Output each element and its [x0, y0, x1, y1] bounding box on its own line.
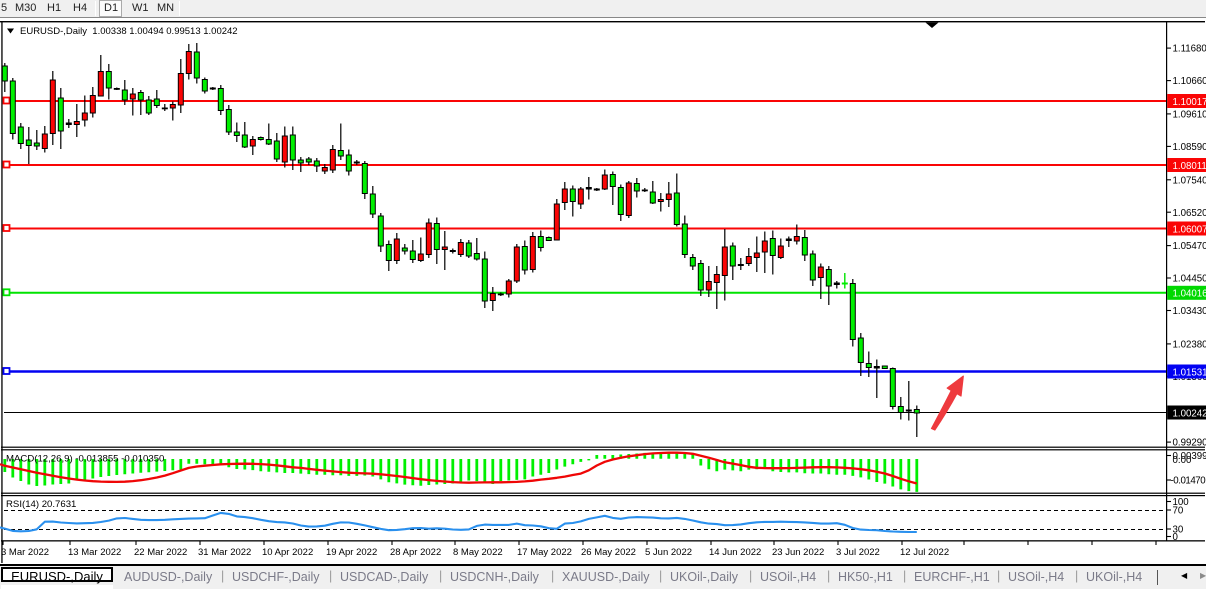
svg-text:0.99290: 0.99290: [1173, 438, 1206, 449]
svg-text:23 Jun 2022: 23 Jun 2022: [772, 547, 824, 558]
svg-text:70: 70: [1173, 506, 1184, 517]
svg-text:14 Jun 2022: 14 Jun 2022: [709, 547, 761, 558]
svg-text:1.10660: 1.10660: [1173, 76, 1206, 87]
svg-text:1.09610: 1.09610: [1173, 110, 1206, 121]
svg-text:5 Jun 2022: 5 Jun 2022: [645, 547, 692, 558]
svg-text:1.02380: 1.02380: [1173, 340, 1206, 351]
svg-text:10 Apr 2022: 10 Apr 2022: [262, 547, 313, 558]
svg-text:1.04450: 1.04450: [1173, 274, 1206, 285]
svg-text:1.06007: 1.06007: [1173, 224, 1206, 235]
svg-text:26 May 2022: 26 May 2022: [581, 547, 636, 558]
svg-text:1.08590: 1.08590: [1173, 142, 1206, 153]
svg-text:1.10017: 1.10017: [1173, 97, 1206, 108]
svg-text:19 Apr 2022: 19 Apr 2022: [326, 547, 377, 558]
svg-text:MACD(12,26,9) -0.013855 -0.010: MACD(12,26,9) -0.013855 -0.010350: [6, 454, 164, 465]
svg-text:0.00: 0.00: [1173, 455, 1192, 466]
svg-text:EURUSD-,Daily 1.00338 1.00494: EURUSD-,Daily 1.00338 1.00494 0.99513 1.…: [20, 26, 238, 37]
svg-text:12 Jul 2022: 12 Jul 2022: [900, 547, 949, 558]
svg-text:22 Mar 2022: 22 Mar 2022: [134, 547, 187, 558]
svg-text:1.04016: 1.04016: [1173, 289, 1206, 300]
svg-text:1.05470: 1.05470: [1173, 241, 1206, 252]
svg-text:31 Mar 2022: 31 Mar 2022: [198, 547, 251, 558]
svg-text:RSI(14) 20.7631: RSI(14) 20.7631: [6, 499, 76, 510]
svg-text:0: 0: [1173, 532, 1179, 543]
svg-text:1.03430: 1.03430: [1173, 306, 1206, 317]
svg-text:1.11680: 1.11680: [1173, 44, 1206, 55]
svg-text:8 May 2022: 8 May 2022: [453, 547, 503, 558]
svg-text:1.00242: 1.00242: [1173, 408, 1206, 419]
svg-text:1.08011: 1.08011: [1173, 161, 1206, 172]
svg-text:1.01531: 1.01531: [1173, 367, 1206, 378]
svg-text:-0.01470: -0.01470: [1171, 476, 1206, 487]
svg-text:1.07540: 1.07540: [1173, 175, 1206, 186]
svg-text:17 May 2022: 17 May 2022: [517, 547, 572, 558]
svg-text:3 Mar 2022: 3 Mar 2022: [1, 547, 49, 558]
svg-text:3 Jul 2022: 3 Jul 2022: [836, 547, 880, 558]
svg-text:1.06520: 1.06520: [1173, 208, 1206, 219]
svg-text:28 Apr 2022: 28 Apr 2022: [390, 547, 441, 558]
svg-text:13 Mar 2022: 13 Mar 2022: [68, 547, 121, 558]
